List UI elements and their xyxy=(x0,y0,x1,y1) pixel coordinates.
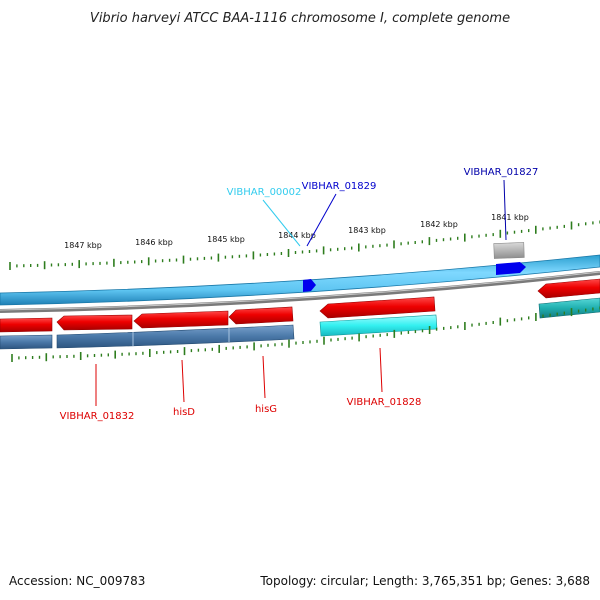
backbone-line xyxy=(0,271,600,313)
ruler-label-1844: 1844 kbp xyxy=(278,231,316,240)
steel-band-left[interactable] xyxy=(0,334,53,350)
gray-feature-block[interactable] xyxy=(493,242,525,259)
backbone-highlight xyxy=(0,271,600,311)
ruler-label-1842: 1842 kbp xyxy=(420,220,458,229)
label-hisd[interactable]: hisD xyxy=(173,407,195,418)
gene-arrow-red-vibhar-01832-b[interactable] xyxy=(56,314,133,331)
ruler-label-1843: 1843 kbp xyxy=(348,226,386,235)
leader-vibhar-01829 xyxy=(306,193,337,247)
gene-arrow-red-right[interactable] xyxy=(537,278,600,299)
label-vibhar-01827[interactable]: VIBHAR_01827 xyxy=(464,167,539,178)
gene-block-cyan-vibhar-01828[interactable] xyxy=(319,314,438,337)
map-title: Vibrio harveyi ATCC BAA-1116 chromosome … xyxy=(90,11,510,26)
label-vibhar-01829[interactable]: VIBHAR_01829 xyxy=(302,181,377,192)
ruler-label-1841: 1841 kbp xyxy=(491,213,529,222)
label-vibhar-01828[interactable]: VIBHAR_01828 xyxy=(347,397,422,408)
leader-vibhar-01827 xyxy=(503,179,507,241)
ruler-label-1846: 1846 kbp xyxy=(135,238,173,247)
leader-vibhar-00002 xyxy=(262,199,301,247)
steel-band-main[interactable] xyxy=(56,324,295,349)
lower-tick-row xyxy=(11,306,600,362)
gene-arrow-red-hisd[interactable] xyxy=(133,310,229,329)
upper-tick-row xyxy=(9,220,600,270)
leader-vibhar-01828 xyxy=(379,347,383,393)
forward-track xyxy=(0,254,600,306)
label-vibhar-00002[interactable]: VIBHAR_00002 xyxy=(227,187,302,198)
forward-marker-small[interactable] xyxy=(303,279,316,292)
topology-text: Topology: circular; Length: 3,765,351 bp… xyxy=(259,574,590,588)
accession-text: Accession: NC_009783 xyxy=(9,574,145,588)
gene-arrow-red-vibhar-01828[interactable] xyxy=(319,296,436,319)
ruler-label-1847: 1847 kbp xyxy=(64,241,102,250)
label-hisg[interactable]: hisG xyxy=(255,404,277,415)
ruler-label-1845: 1845 kbp xyxy=(207,235,245,244)
ruler-labels: 1847 kbp 1846 kbp 1845 kbp 1844 kbp 1843… xyxy=(64,213,529,250)
gene-arrow-red-hisg[interactable] xyxy=(228,306,294,325)
label-vibhar-01832[interactable]: VIBHAR_01832 xyxy=(60,411,135,422)
leader-hisg xyxy=(262,355,266,399)
gene-arrow-red-vibhar-01832-a[interactable] xyxy=(0,317,53,333)
forward-marker-right[interactable] xyxy=(496,262,526,275)
leader-hisd xyxy=(181,359,185,403)
gene-block-teal-right[interactable] xyxy=(538,297,600,319)
